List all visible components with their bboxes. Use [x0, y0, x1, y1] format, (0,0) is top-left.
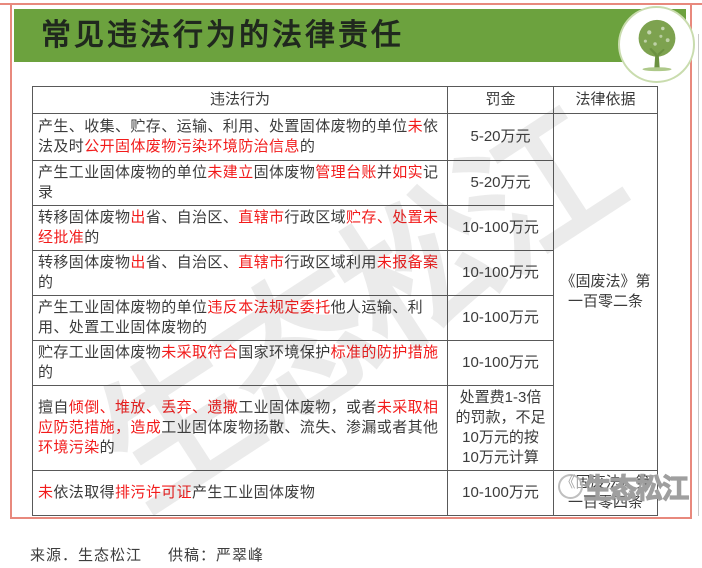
highlighted-text: 未建立: [207, 164, 254, 181]
behavior-cell: 擅自倾倒、堆放、丢弃、遗撒工业固体废物，或者未采取相应防范措施，造成工业固体废物…: [32, 385, 448, 471]
plain-text: 依法取得: [53, 484, 116, 501]
highlighted-text: 违反本法规定委托: [207, 299, 331, 316]
highlighted-text: 未报备案: [376, 254, 439, 271]
plain-text: 产生工业固体废物的单位: [38, 299, 208, 316]
behavior-cell: 产生工业固体废物的单位违反本法规定委托他人运输、利用、处置工业固体废物的: [32, 295, 448, 341]
highlighted-text: 如实: [392, 164, 424, 181]
table-body: 产生、收集、贮存、运输、利用、处置固体废物的单位未依法及时公开固体废物污染环境防…: [32, 113, 658, 516]
highlighted-text: 环境污染: [38, 439, 100, 456]
behavior-cell: 未依法取得排污许可证产生工业固体废物: [32, 470, 448, 516]
plain-text: 产生工业固体废物的单位: [38, 164, 208, 181]
table-row: 擅自倾倒、堆放、丢弃、遗撒工业固体废物，或者未采取相应防范措施，造成工业固体废物…: [32, 385, 658, 471]
highlighted-text: 管理台账: [315, 164, 377, 181]
behavior-cell: 产生工业固体废物的单位未建立固体废物管理台账并如实记录: [32, 160, 448, 206]
plain-text: 行政区域利用: [284, 254, 377, 271]
plain-text: 的: [84, 229, 100, 246]
plain-text: 并: [376, 164, 393, 181]
fine-cell: 10-100万元: [447, 295, 554, 341]
plain-text: 转移固体废物: [38, 209, 131, 226]
source-value: 生态松江: [78, 547, 143, 564]
highlighted-text: 未采取符合: [161, 344, 239, 361]
highlighted-text: 公开固体废物污染环境防治信息: [84, 138, 300, 155]
table-row: 贮存工业固体废物未采取符合国家环境保护标准的防护措施的 10-100万元: [32, 340, 658, 386]
highlighted-text: 排污许可证: [115, 484, 193, 501]
legal-basis-merged-cell: 《固废法》第 一百零二条: [553, 113, 658, 471]
behavior-cell: 转移固体废物出省、自治区、直辖市行政区域利用未报备案的: [32, 250, 448, 296]
plain-text: 国家环境保护: [238, 344, 331, 361]
plain-text: 的: [99, 439, 116, 456]
highlighted-text: 出: [130, 209, 146, 226]
plain-text: 他人运输、利用、处置工业固体废物的: [38, 299, 424, 336]
col-header-behavior: 违法行为: [32, 86, 448, 114]
contributor-label: 供稿：: [168, 547, 217, 564]
highlighted-text: 倾倒、堆放、丢弃、遗撒: [68, 399, 239, 416]
plain-text: 省、自治区、: [145, 209, 239, 226]
table-header-row: 违法行为 罚金 法律依据: [32, 86, 658, 114]
plain-text: 固体废物: [253, 164, 316, 181]
highlighted-text: 出: [130, 254, 146, 271]
table-row: 产生工业固体废物的单位未建立固体废物管理台账并如实记录 5-20万元: [32, 160, 658, 206]
table-row: 产生、收集、贮存、运输、利用、处置固体废物的单位未依法及时公开固体废物污染环境防…: [32, 113, 658, 471]
plain-text: 产生、收集、贮存、运输、利用、处置固体废物的单位: [38, 118, 408, 135]
table-row: 产生工业固体废物的单位违反本法规定委托他人运输、利用、处置工业固体废物的 10-1…: [32, 295, 658, 341]
plain-text: 的: [299, 138, 316, 155]
fine-cell: 5-20万元: [447, 160, 554, 206]
plain-text: 记录: [38, 164, 439, 201]
table-row: 转移固体废物出省、自治区、直辖市行政区域利用未报备案的 10-100万元: [32, 250, 658, 296]
fine-cell: 10-100万元: [447, 205, 554, 251]
plain-text: 的: [38, 274, 54, 291]
page-title: 常见违法行为的法律责任: [41, 19, 404, 52]
plain-text: 产生工业固体废物: [192, 484, 316, 501]
fine-cell: 10-100万元: [447, 470, 554, 516]
contributor-value: 严翠峰: [216, 547, 265, 564]
plain-text: 省、自治区、: [145, 254, 239, 271]
plain-text: 的: [38, 364, 54, 381]
behavior-cell: 产生、收集、贮存、运输、利用、处置固体废物的单位未依法及时公开固体废物污染环境防…: [32, 113, 448, 161]
source-label: 来源．: [30, 547, 79, 564]
fine-cell: 5-20万元: [447, 113, 554, 161]
highlighted-text: 直辖市: [238, 254, 285, 271]
plain-text: 工业固体废物，或者: [238, 399, 377, 416]
highlighted-text: 直辖市: [238, 209, 285, 226]
screen-edge-line: [698, 34, 699, 516]
plain-text: 行政区域: [284, 209, 347, 226]
table-row: 未依法取得排污许可证产生工业固体废物 10-100万元 《固废法》第 一百零四条: [32, 470, 658, 516]
plain-text: 擅自: [38, 399, 69, 416]
highlighted-text: 未: [407, 118, 424, 135]
tree-logo: [618, 6, 695, 83]
plain-text: 工业固体废物扬散、流失、渗漏或者其他: [161, 419, 439, 436]
plain-text: 转移固体废物: [38, 254, 131, 271]
highlighted-text: 未采取相应防范措施，造成: [38, 399, 439, 436]
plain-text: 依法及时: [38, 118, 439, 155]
plain-text: 贮存工业固体废物: [38, 344, 162, 361]
behavior-cell: 转移固体废物出省、自治区、直辖市行政区域贮存、处置未经批准的: [32, 205, 448, 251]
tree-icon: [638, 19, 675, 71]
highlighted-text: 贮存、处置未经批准: [38, 209, 439, 246]
table-row: 转移固体废物出省、自治区、直辖市行政区域贮存、处置未经批准的 10-100万元: [32, 205, 658, 251]
col-header-fine: 罚金: [447, 86, 554, 114]
title-band: 常见违法行为的法律责任: [14, 9, 686, 62]
fine-cell: 10-100万元: [447, 340, 554, 386]
behavior-cell: 贮存工业固体废物未采取符合国家环境保护标准的防护措施的: [32, 340, 448, 386]
fine-cell: 10-100万元: [447, 250, 554, 296]
highlighted-text: 未: [38, 484, 54, 501]
col-header-basis: 法律依据: [553, 86, 658, 114]
source-line: 来源．生态松江 供稿：严翠峰: [30, 544, 264, 565]
highlighted-text: 标准的防护措施: [330, 344, 439, 361]
legal-basis-last-cell: 《固废法》第 一百零四条: [553, 470, 658, 516]
law-table: 违法行为 罚金 法律依据 产生、收集、贮存、运输、利用、处置固体废物的单位未依法…: [32, 86, 658, 516]
fine-cell: 处置费1-3倍 的罚款，不足 10万元的按 10万元计算: [447, 385, 554, 471]
